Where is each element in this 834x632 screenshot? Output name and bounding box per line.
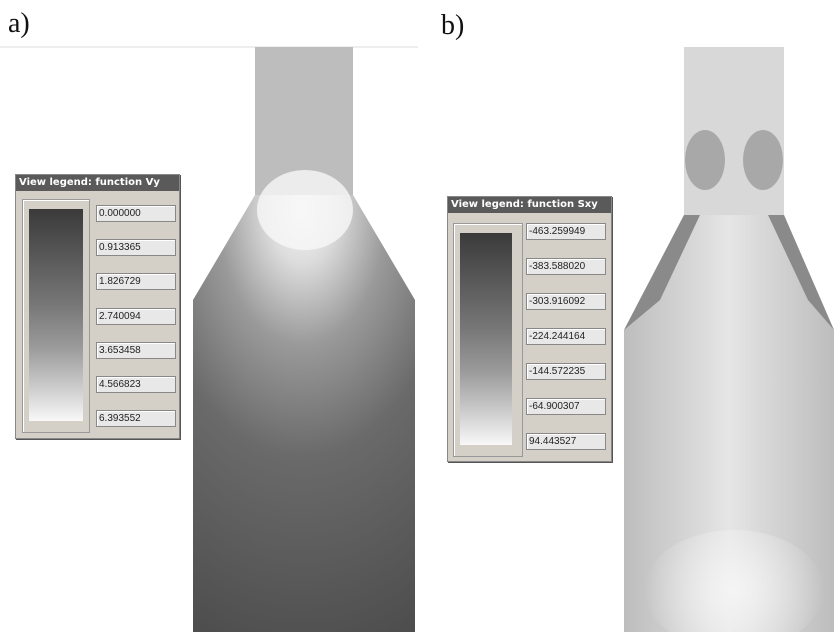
- legend-window[interactable]: View legend: function Vy 0.000000 0.91336…: [15, 174, 180, 439]
- legend-value: 4.566823: [96, 376, 176, 393]
- legend-value: 2.740094: [96, 308, 176, 325]
- legend-window[interactable]: View legend: function Sxy -463.259949 -38…: [447, 196, 612, 462]
- panel-label: a): [8, 8, 30, 40]
- plot-b-lobe: [685, 130, 725, 190]
- panel-label: b): [441, 10, 464, 42]
- legend-value: 94.443527: [526, 433, 606, 450]
- plot-b-lobe: [743, 130, 783, 190]
- legend-title: View legend: function Vy: [16, 175, 179, 191]
- legend-value: 3.653458: [96, 342, 176, 359]
- legend-value: -383.588020: [526, 258, 606, 275]
- legend-value: -64.900307: [526, 398, 606, 415]
- legend-bar: [460, 233, 512, 445]
- legend-value: -144.572235: [526, 363, 606, 380]
- figure: a) b) View legend: function Vy 0.000000 0…: [0, 0, 834, 632]
- legend-title: View legend: function Sxy: [448, 197, 611, 213]
- legend-value: -463.259949: [526, 223, 606, 240]
- plot-a-hotspot: [257, 170, 353, 250]
- legend-value: 1.826729: [96, 273, 176, 290]
- legend-value: 0.000000: [96, 205, 176, 222]
- legend-value: 6.393552: [96, 410, 176, 427]
- legend-value: 0.913365: [96, 239, 176, 256]
- plot-a: [193, 195, 415, 632]
- legend-value: -303.916092: [526, 293, 606, 310]
- legend-value: -224.244164: [526, 328, 606, 345]
- legend-bar: [29, 209, 83, 421]
